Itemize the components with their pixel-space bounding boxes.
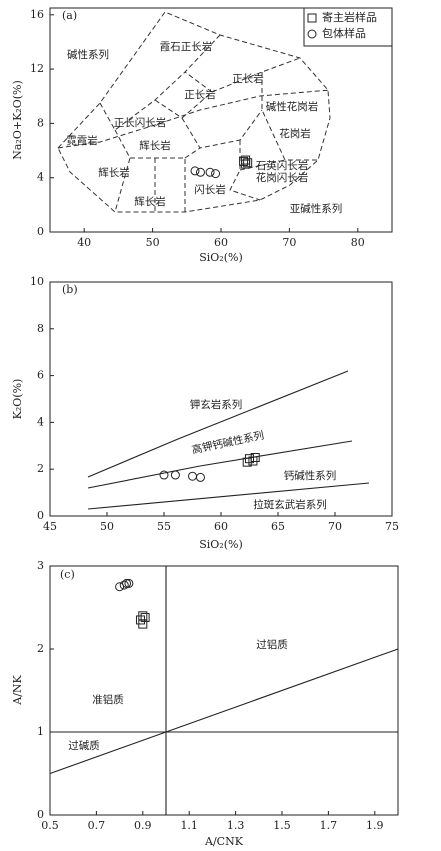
y-tick-label: 6	[37, 369, 44, 382]
x-axis-label: SiO₂(%)	[199, 538, 243, 551]
data-point	[138, 619, 148, 629]
data-point	[122, 578, 132, 588]
field-label: 碱性系列	[67, 48, 109, 61]
data-point	[195, 167, 205, 177]
panel-label: (a)	[62, 9, 77, 22]
data-point	[124, 578, 134, 588]
field-label: 花岗岩	[279, 127, 311, 140]
y-tick-label: 8	[37, 322, 44, 335]
x-tick-label: 50	[100, 520, 114, 533]
division-lines	[49, 566, 399, 815]
data-point	[211, 169, 221, 179]
x-tick-label: 0.9	[134, 819, 152, 832]
field-label: 正长岩	[184, 88, 216, 101]
x-tick-label: 75	[385, 520, 399, 533]
plot-frame	[49, 565, 399, 816]
field-boundaries	[57, 11, 331, 213]
y-axis-label: Na₂O+K₂O(%)	[11, 80, 24, 160]
y-tick-label: 4	[37, 171, 44, 184]
x-tick-label: 55	[157, 520, 171, 533]
data-point	[170, 470, 180, 480]
field-label: 霓霞岩	[66, 134, 98, 147]
y-tick-label: 2	[37, 462, 44, 475]
series-label: 钙碱性系列	[284, 469, 337, 482]
region-label: 过铝质	[256, 638, 288, 651]
x-tick-label: 0.5	[41, 819, 59, 832]
y-axis-label: A/NK	[11, 674, 24, 705]
panel-label: (c)	[60, 568, 75, 581]
y-tick-label: 3	[37, 559, 44, 572]
x-tick-label: 40	[77, 236, 91, 249]
x-tick-label: 50	[146, 236, 160, 249]
data-point	[195, 472, 205, 482]
legend-label: 包体样品	[322, 26, 366, 40]
data-point	[243, 158, 253, 168]
legend-label: 寄主岩样品	[322, 10, 377, 24]
y-tick-label: 8	[37, 116, 44, 129]
field-label: 辉长岩	[98, 166, 130, 179]
x-tick-label: 60	[214, 520, 228, 533]
x-tick-label: 1.3	[227, 819, 245, 832]
series-label: 拉斑玄武岩系列	[253, 498, 327, 511]
data-point	[159, 470, 169, 480]
x-tick-label: 80	[351, 236, 365, 249]
data-point	[119, 580, 129, 590]
region-label: 过碱质	[68, 739, 100, 752]
field-label: 辉长岩	[134, 195, 166, 208]
x-tick-label: 0.7	[88, 819, 106, 832]
data-point	[250, 453, 260, 462]
x-axis-label: SiO₂(%)	[199, 251, 243, 264]
y-tick-label: 4	[37, 415, 44, 428]
data-point	[188, 471, 197, 481]
y-tick-label: 0	[37, 509, 44, 522]
data-point	[205, 167, 215, 177]
field-label: 亚碱性系列	[290, 202, 343, 215]
data-point	[245, 454, 254, 464]
x-tick-label: 65	[271, 520, 285, 533]
x-tick-label: 1.7	[320, 819, 338, 832]
field-label: 石英闪长岩	[256, 159, 309, 172]
x-tick-label: 1.5	[273, 819, 291, 832]
field-label: 碱性花岗岩	[266, 100, 319, 113]
y-tick-label: 0	[37, 808, 44, 821]
x-tick-label: 70	[328, 520, 342, 533]
region-label: 准铝质	[92, 693, 124, 706]
series-boundaries	[87, 370, 370, 510]
legend-marker	[307, 29, 317, 39]
series-label: 钾玄岩系列	[190, 398, 243, 411]
field-label: 霞石正长岩	[160, 40, 213, 53]
x-tick-label: 70	[282, 236, 296, 249]
data-point	[190, 166, 200, 176]
y-tick-label: 16	[30, 8, 44, 21]
x-tick-label: 45	[43, 520, 57, 533]
series-label: 高钾钙碱性系列	[191, 429, 266, 457]
field-label: 辉长岩	[139, 139, 171, 152]
field-label: 闪长岩	[194, 183, 226, 196]
y-tick-label: 12	[30, 62, 44, 75]
x-tick-label: 1.1	[180, 819, 198, 832]
panel-label: (b)	[62, 283, 78, 296]
legend-marker	[307, 13, 317, 23]
y-tick-label: 0	[37, 225, 44, 238]
field-label: 正长岩	[232, 72, 264, 85]
y-tick-label: 10	[30, 275, 44, 288]
data-point	[140, 612, 150, 622]
x-tick-label: 60	[214, 236, 228, 249]
plot-frame	[49, 7, 393, 233]
y-tick-label: 2	[37, 642, 44, 655]
x-axis-label: A/CNK	[204, 835, 244, 848]
data-point	[241, 155, 251, 165]
x-tick-label: 1.9	[366, 819, 384, 832]
legend-frame	[303, 7, 393, 47]
y-axis-label: K₂O(%)	[11, 379, 24, 420]
field-label: 花岗闪长岩	[256, 171, 309, 184]
field-label: 正长闪长岩	[114, 116, 167, 129]
y-tick-label: 1	[37, 725, 44, 738]
